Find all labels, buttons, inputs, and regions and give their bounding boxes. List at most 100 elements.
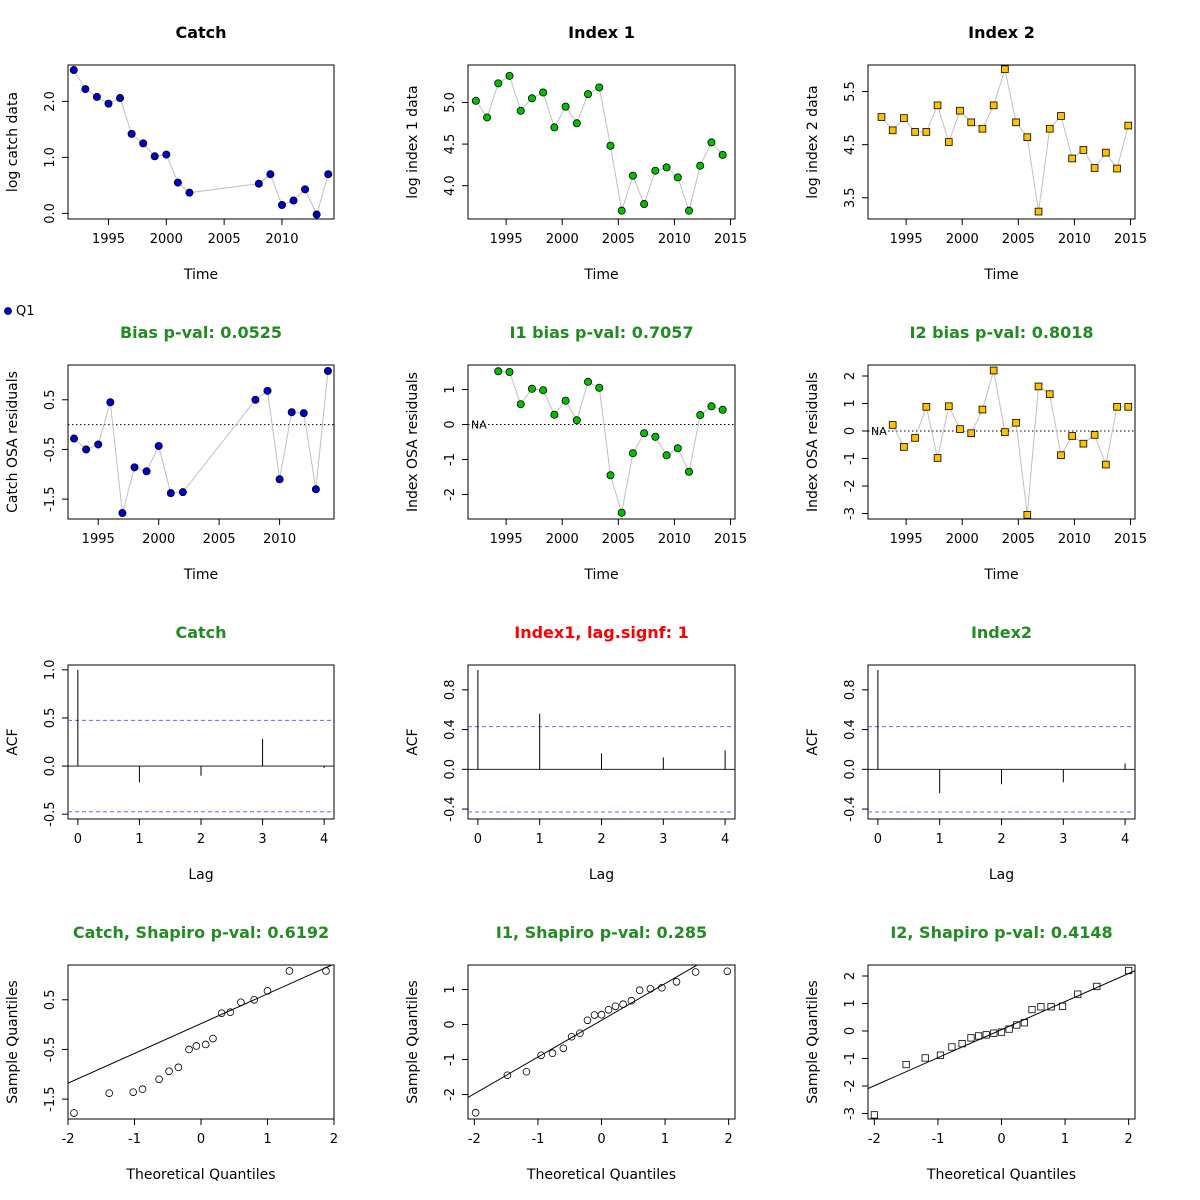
- data-point: [1005, 1025, 1013, 1033]
- data-point: [662, 451, 671, 460]
- data-point: [870, 1111, 878, 1119]
- plot-frame: [867, 664, 1136, 820]
- data-point: [69, 66, 78, 75]
- qq-line: [68, 965, 334, 1084]
- y-tick-label: 1: [443, 985, 458, 993]
- data-point: [628, 171, 637, 180]
- y-axis-label: Index OSA residuals: [805, 372, 821, 512]
- data-point: [1124, 121, 1133, 130]
- data-point: [548, 1049, 557, 1057]
- panel-title: Catch: [175, 23, 226, 42]
- data-point: [611, 1002, 620, 1011]
- x-tick-label: 3: [659, 832, 667, 847]
- data-point: [503, 1071, 512, 1080]
- panel-title: Catch: [175, 623, 226, 642]
- y-tick-label: 0.5: [43, 389, 58, 410]
- data-point: [685, 467, 694, 476]
- series-line: [892, 370, 1129, 515]
- series-line: [73, 370, 329, 514]
- data-point: [105, 1089, 114, 1097]
- x-tick-label: 2010: [1058, 532, 1091, 547]
- plot-frame: [67, 64, 335, 220]
- y-tick-label: 2: [843, 372, 858, 380]
- data-point: [263, 987, 272, 995]
- data-point: [178, 488, 187, 497]
- data-point: [226, 1008, 235, 1016]
- data-point: [471, 96, 480, 105]
- x-tick-label: 2010: [658, 232, 691, 247]
- y-axis-label: log index 2 data: [805, 85, 821, 198]
- data-point: [1001, 65, 1009, 74]
- data-point: [900, 443, 908, 451]
- data-point: [1068, 154, 1076, 163]
- y-tick-label: 0: [843, 427, 858, 435]
- data-point: [672, 977, 681, 986]
- data-point: [1113, 164, 1121, 173]
- data-point: [1057, 112, 1065, 120]
- data-point: [723, 967, 732, 976]
- y-tick-label: 4.0: [443, 175, 458, 196]
- x-tick-label: -2: [868, 1132, 881, 1147]
- y-axis-label: Catch OSA residuals: [5, 371, 21, 513]
- x-tick-label: 0: [597, 1132, 605, 1147]
- data-point: [174, 1063, 183, 1072]
- data-point: [627, 996, 636, 1005]
- x-tick-label: 2000: [946, 232, 979, 247]
- panel-p21: Bias p-val: 0.0525 1995 2000 2005 2010 -1.5 -0…: [5, 323, 335, 583]
- series-line: [73, 69, 329, 216]
- data-point: [471, 1108, 480, 1117]
- x-tick-label: 0: [74, 832, 82, 847]
- plot-frame: [867, 64, 1136, 220]
- data-point: [173, 178, 182, 187]
- x-tick-label: 2005: [1002, 532, 1035, 547]
- data-point: [494, 79, 503, 88]
- plot-frame: [67, 364, 335, 520]
- y-tick-label: 0.0: [443, 759, 458, 780]
- y-tick-label: 5.5: [843, 81, 858, 102]
- x-axis-label: Lag: [989, 867, 1014, 883]
- data-point: [1090, 431, 1099, 439]
- data-point: [584, 377, 593, 386]
- x-tick-label: 2010: [265, 232, 298, 247]
- data-point: [277, 200, 286, 209]
- y-tick-label: -0.4: [443, 796, 458, 821]
- data-point: [628, 449, 637, 458]
- series-line: [475, 75, 724, 213]
- data-point: [483, 113, 492, 122]
- data-point: [597, 1010, 606, 1019]
- data-point: [1079, 146, 1088, 154]
- y-tick-label: 1: [843, 999, 858, 1007]
- y-tick-label: -0.4: [843, 796, 858, 821]
- x-tick-label: 2: [197, 832, 205, 847]
- x-tick-label: 4: [1121, 832, 1129, 847]
- data-point: [948, 1043, 956, 1051]
- data-point: [263, 386, 272, 395]
- data-point: [1057, 451, 1065, 459]
- y-tick-label: 0.0: [43, 756, 58, 777]
- data-point: [192, 1042, 201, 1050]
- data-point: [617, 206, 626, 215]
- panel-p42: I1, Shapiro p-val: 0.285 -2 -1 0 1 2 -2 -1 0 1 The…: [405, 923, 736, 1183]
- data-point: [527, 94, 536, 103]
- data-point: [911, 128, 919, 136]
- x-tick-label: 2000: [142, 532, 175, 547]
- plot-area: [468, 370, 735, 513]
- panel-p41: Catch, Shapiro p-val: 0.6192 -2 -1 0 1 2 -1.5 -…: [5, 923, 338, 1183]
- y-tick-label: 2: [843, 972, 858, 980]
- data-point: [1013, 1021, 1021, 1029]
- y-tick-label: -3: [843, 1107, 858, 1120]
- data-point: [505, 367, 514, 376]
- x-tick-label: 1995: [82, 532, 115, 547]
- data-point: [539, 88, 548, 97]
- data-point: [967, 118, 976, 127]
- y-tick-label: -1: [843, 452, 858, 465]
- data-point: [138, 1085, 147, 1093]
- x-tick-label: 2005: [203, 532, 236, 547]
- data-point: [967, 1034, 975, 1042]
- panel-p11: Catch 1995 2000 2005 2010 0.0 1.0 2.0 Time log ca…: [5, 23, 335, 283]
- x-tick-label: 2010: [263, 532, 296, 547]
- y-axis-label: ACF: [805, 728, 821, 755]
- x-axis-label: Time: [983, 267, 1018, 283]
- plot-area: [468, 965, 699, 1099]
- y-tick-label: -1.5: [43, 1086, 58, 1111]
